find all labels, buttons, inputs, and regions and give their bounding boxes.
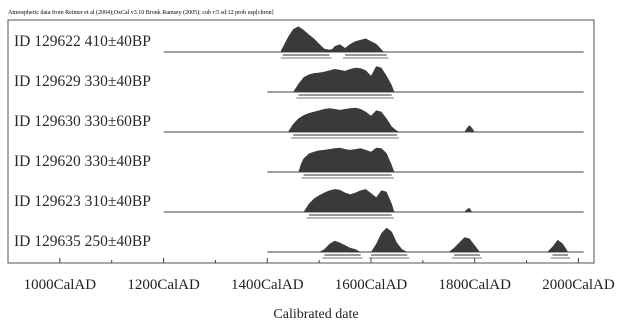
x-axis-title: Calibrated date: [273, 307, 358, 320]
series-label: ID 129622 410±40BP: [14, 33, 151, 50]
probability-distribution: [319, 227, 569, 252]
distribution-row: ID 129629 330±40BP: [14, 66, 584, 99]
x-tick-label: 2000CalAD: [542, 277, 615, 293]
distribution-row: ID 129630 330±60BP: [14, 107, 584, 139]
series-label: ID 129635 250±40BP: [14, 233, 151, 250]
distribution-row: ID 129620 330±40BP: [14, 147, 584, 179]
series-label: ID 129629 330±40BP: [14, 73, 151, 90]
series-label: ID 129623 310±40BP: [14, 193, 151, 210]
x-tick-label: 1000CalAD: [24, 277, 97, 293]
probability-distribution: [288, 107, 475, 132]
x-axis: 1000CalAD 1200CalAD 1400CalAD 1600CalAD 1800…: [24, 258, 615, 293]
probability-distribution: [298, 147, 395, 172]
distribution-row: ID 129635 250±40BP: [14, 227, 584, 259]
series-label: ID 129620 330±40BP: [14, 153, 151, 170]
distribution-row: ID 129622 410±40BP: [14, 26, 584, 59]
distribution-rows: ID 129622 410±40BP ID 129629 330±40BP ID 1…: [14, 26, 584, 259]
distribution-row: ID 129623 310±40BP: [14, 189, 584, 219]
plot-frame: [7, 19, 595, 264]
probability-distribution: [303, 189, 473, 212]
chart-title: Atmospheric data from Reimer et al (2004…: [8, 9, 274, 16]
x-tick-label: 1200CalAD: [127, 277, 200, 293]
probability-distribution: [293, 66, 395, 92]
x-tick-label: 1800CalAD: [438, 277, 511, 293]
x-tick-label: 1600CalAD: [335, 277, 408, 293]
probability-distribution: [280, 26, 384, 52]
series-label: ID 129630 330±60BP: [14, 113, 151, 130]
x-tick-label: 1400CalAD: [231, 277, 304, 293]
